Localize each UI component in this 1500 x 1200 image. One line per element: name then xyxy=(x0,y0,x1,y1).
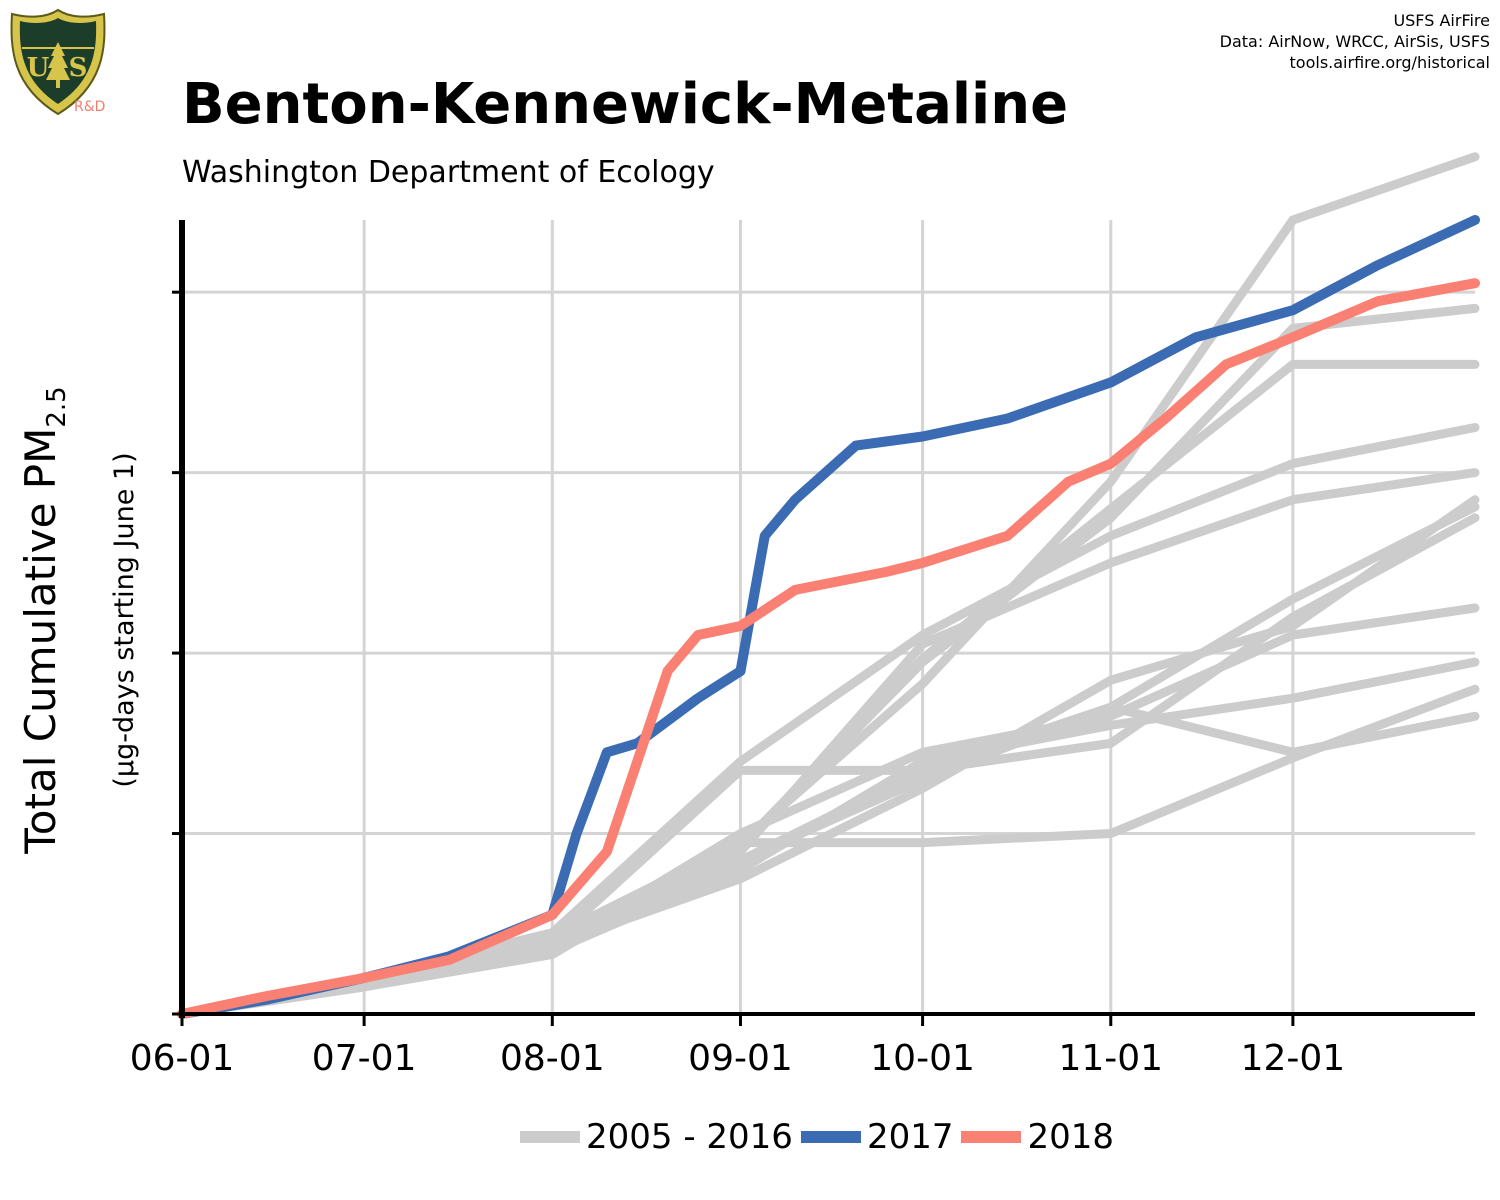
credit-line-2: Data: AirNow, WRCC, AirSis, USFS xyxy=(1219,32,1490,51)
legend-label-2018: 2018 xyxy=(1027,1117,1115,1157)
series-2018 xyxy=(177,278,1480,1019)
series-historical-3 xyxy=(177,359,1480,1019)
credit-line-1: USFS AirFire xyxy=(1393,11,1490,30)
legend-item-historical: 2005 - 2016 xyxy=(520,1117,793,1157)
legend-swatch-historical xyxy=(520,1131,580,1143)
x-tick-label: 07-01 xyxy=(312,1038,417,1079)
series-historical-2 xyxy=(177,303,1480,1019)
x-tick-label: 08-01 xyxy=(500,1038,605,1079)
credit-line-3: tools.airfire.org/historical xyxy=(1289,53,1490,72)
legend-item-2018: 2018 xyxy=(961,1117,1114,1157)
chart-title: Benton-Kennewick-Metaline xyxy=(182,72,1069,137)
usfs-shield-logo: U S xyxy=(10,8,106,116)
legend: 2005 - 2016 2017 2018 xyxy=(520,1115,1122,1159)
legend-swatch-2018 xyxy=(961,1131,1022,1143)
x-tick-label: 10-01 xyxy=(870,1038,975,1079)
series-layer xyxy=(177,152,1480,1019)
x-tick-label: 06-01 xyxy=(130,1038,235,1079)
legend-item-2017: 2017 xyxy=(800,1117,954,1157)
rd-badge: R&D xyxy=(74,99,106,115)
chart-subtitle: Washington Department of Ecology xyxy=(182,155,715,190)
x-tick-label: 09-01 xyxy=(688,1038,793,1079)
series-historical-11 xyxy=(177,684,1480,1019)
y-axis-label-main: Total Cumulative PM xyxy=(16,428,65,855)
axes xyxy=(172,220,1475,1018)
x-tick-label: 12-01 xyxy=(1241,1038,1346,1079)
logo-letters-right: S xyxy=(69,53,88,83)
y-axis-label-subscript: 2.5 xyxy=(42,386,72,427)
logo-letters-left: U xyxy=(27,53,50,83)
series-historical-5 xyxy=(177,468,1480,1019)
series-historical-9 xyxy=(177,603,1480,1019)
legend-label-historical: 2005 - 2016 xyxy=(586,1117,793,1157)
tree-icon xyxy=(46,42,70,88)
x-ticks: 06-01 07-01 08-01 09-01 10-01 11-01 12-01 xyxy=(130,1014,1345,1079)
y-axis-units: (µg-days starting June 1) xyxy=(109,452,140,787)
legend-swatch-2017 xyxy=(800,1131,861,1143)
legend-label-2017: 2017 xyxy=(866,1117,954,1157)
credits-block: USFS AirFire Data: AirNow, WRCC, AirSis,… xyxy=(1220,10,1490,73)
y-axis-label: Total Cumulative PM2.5 xyxy=(16,386,72,854)
x-tick-label: 11-01 xyxy=(1058,1038,1163,1079)
series-historical-4 xyxy=(177,423,1480,1019)
